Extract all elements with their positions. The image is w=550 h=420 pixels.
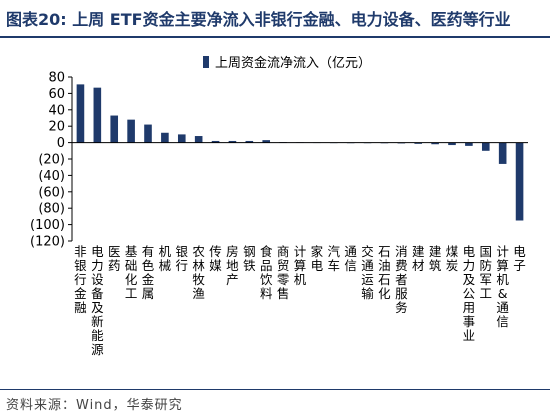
x-tick-label: 商贸零售 — [277, 244, 290, 301]
y-tick-label: (120) — [30, 235, 65, 250]
x-tick-label: 食品饮料 — [260, 244, 273, 301]
bar — [498, 142, 507, 164]
bar — [228, 140, 237, 143]
x-tick-label: 非银行金融 — [74, 244, 87, 315]
y-tick-label: 80 — [48, 71, 65, 86]
chart-header: 图表20: 上周 ETF资金主要净流入非银行金融、电力设备、医药等行业 — [0, 0, 550, 34]
legend-label: 上周资金流净流入（亿元） — [215, 55, 371, 71]
x-tick-label: 电力及公用事业 — [463, 244, 476, 343]
x-tick-label: 国防军工 — [480, 244, 493, 301]
x-tick-label: 计算机&通信 — [496, 244, 509, 329]
bar — [144, 124, 152, 143]
y-tick-label: 40 — [48, 103, 65, 118]
x-tick-label: 汽车 — [328, 244, 341, 273]
x-tick-label: 传媒 — [209, 244, 222, 273]
bar — [465, 142, 473, 146]
y-tick-label: (60) — [38, 185, 65, 200]
bar — [245, 140, 254, 143]
x-tick-label: 医药 — [108, 244, 121, 273]
bar — [177, 134, 186, 143]
x-tick-label: 机械 — [159, 244, 172, 273]
source-note: 资料来源：Wind，华泰研究 — [6, 398, 183, 413]
x-tick-label: 家电 — [311, 244, 324, 273]
bar — [448, 142, 456, 146]
bar — [161, 132, 169, 143]
x-tick-label: 建筑 — [429, 244, 442, 273]
x-tick-label: 农林牧渔 — [192, 244, 205, 301]
x-tick-label: 钢铁 — [243, 244, 256, 273]
y-tick-label: (20) — [38, 153, 65, 168]
x-tick-label: 电力设备及新能源 — [91, 244, 104, 357]
bar — [431, 142, 439, 145]
bar — [515, 142, 524, 221]
bar — [93, 87, 102, 143]
y-tick-label: (100) — [30, 218, 65, 233]
bar — [194, 136, 203, 143]
x-tick-label: 煤炭 — [446, 244, 459, 273]
x-tick-label: 石油石化 — [378, 244, 391, 301]
y-tick-label: (40) — [38, 169, 65, 184]
x-tick-label: 建材 — [412, 244, 425, 273]
chart-title: 图表20: 上周 ETF资金主要净流入非银行金融、电力设备、医药等行业 — [6, 10, 511, 29]
bar — [127, 119, 135, 143]
x-tick-label: 计算机 — [294, 244, 307, 287]
x-tick-label: 电子 — [513, 244, 526, 273]
bar — [481, 142, 490, 151]
bar — [262, 140, 271, 143]
x-tick-label: 银行 — [176, 244, 189, 273]
y-tick-label: 0 — [57, 136, 65, 151]
y-tick-label: 60 — [48, 87, 65, 102]
chart-area: 80 60 40 20 0 (20) (40) (60) (80) (100) (120) 非银行金融… — [0, 38, 550, 388]
y-tick-label: 20 — [48, 120, 65, 135]
x-tick-label: 交通运输 — [361, 244, 374, 301]
x-tick-label: 房地产 — [226, 244, 239, 287]
bar — [211, 140, 220, 143]
x-tick-label: 通信 — [344, 244, 357, 273]
bar — [110, 115, 119, 143]
legend-swatch — [203, 56, 209, 68]
source-divider — [0, 389, 550, 390]
y-tick-label: (80) — [38, 202, 65, 217]
x-tick-label: 基础化工 — [125, 244, 138, 301]
title-divider — [0, 36, 550, 38]
bar — [414, 142, 423, 144]
x-tick-label: 有色金属 — [142, 244, 155, 301]
x-tick-label: 消费者服务 — [395, 244, 408, 315]
bar — [76, 84, 85, 143]
